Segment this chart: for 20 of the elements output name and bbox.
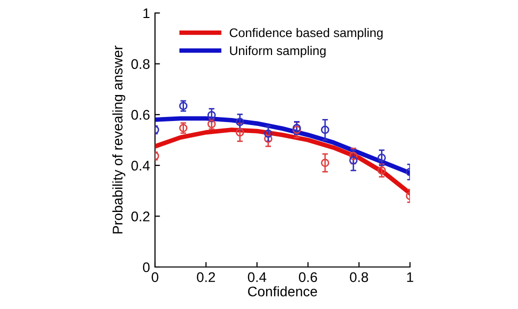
x-tick-label: 0.6 xyxy=(298,272,318,282)
point xyxy=(378,154,386,162)
point xyxy=(320,158,330,168)
x-tick-label: 0 xyxy=(152,272,158,282)
x-tick-label: 0.4 xyxy=(248,272,266,282)
y-tick-label: 0.6 xyxy=(131,110,150,120)
y-tick-label: 0 xyxy=(142,262,150,272)
x-tick-label: 1 xyxy=(407,272,414,282)
y-tick-label: 1 xyxy=(143,8,150,18)
y-tick-label: 0.8 xyxy=(131,59,150,69)
y-tick-label: 0.4 xyxy=(131,160,150,171)
x-tick-label: 0.8 xyxy=(350,272,368,282)
point xyxy=(349,152,358,160)
point xyxy=(320,126,330,134)
y-axis-title: Probability of revealing answer xyxy=(112,46,126,234)
legend-label: Confidence based sampling xyxy=(230,28,383,40)
x-tick-label: 0.2 xyxy=(196,272,215,282)
legend-label: Uniform sampling xyxy=(230,46,326,58)
x-axis-title: Confidence xyxy=(248,286,318,296)
y-tick-label: 0.2 xyxy=(131,212,150,222)
